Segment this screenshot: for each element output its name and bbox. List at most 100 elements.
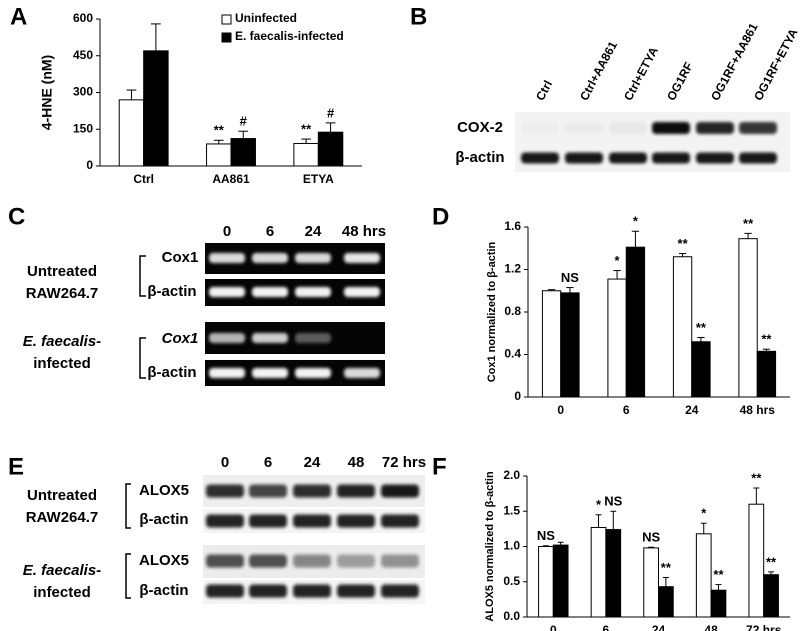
row-label: COX-2 — [457, 119, 503, 136]
lane-label: Ctrl — [533, 78, 555, 103]
bar — [748, 503, 765, 618]
blot-e: E 0 6 24 48 72 hrs Untreated RAW264.7 AL… — [8, 453, 426, 604]
lane-label: 72 hrs — [382, 454, 426, 471]
bar — [230, 138, 256, 167]
band — [337, 584, 375, 598]
row-label: β-actin — [147, 283, 196, 300]
group-label: E. faecalis- — [23, 562, 101, 579]
band — [295, 333, 331, 343]
legend-swatch — [221, 14, 232, 25]
band — [293, 584, 331, 598]
row-label: β-actin — [455, 149, 504, 166]
bar — [206, 143, 232, 167]
significance-label: ** — [301, 121, 312, 136]
band — [344, 368, 380, 378]
x-tick-label: 72 hrs — [746, 623, 782, 631]
band — [209, 333, 245, 343]
band — [252, 253, 288, 263]
significance-label: NS — [642, 530, 660, 545]
group-label: RAW264.7 — [26, 509, 99, 526]
row-label: β-actin — [139, 511, 188, 528]
y-tick-label: 450 — [73, 48, 93, 62]
bar — [643, 547, 659, 618]
group-label: RAW264.7 — [26, 285, 99, 302]
band — [206, 484, 244, 498]
panel-letter: F — [432, 453, 447, 480]
row-label: Cox1 — [162, 330, 199, 347]
y-tick-label: 0.8 — [504, 304, 521, 318]
x-tick-label: 0 — [550, 623, 557, 631]
bar — [695, 533, 712, 618]
band — [381, 514, 419, 528]
significance-label: ** — [751, 470, 762, 485]
bar — [763, 574, 779, 618]
y-tick-label: 0 — [86, 158, 93, 172]
row-label: β-actin — [147, 364, 196, 381]
y-axis-label: Cox1 normalized to β-actin — [486, 241, 498, 382]
legend-label: Uninfected — [235, 11, 297, 25]
band — [249, 484, 287, 498]
band — [565, 122, 603, 134]
band — [381, 484, 419, 498]
lane-label: OG1RF+AA861 — [708, 20, 761, 103]
y-tick-label: 1.0 — [503, 539, 520, 553]
legend-swatch — [221, 32, 232, 43]
band — [521, 152, 559, 164]
bar — [118, 99, 145, 167]
band — [249, 554, 287, 568]
lane-label: 6 — [264, 454, 272, 471]
band — [696, 122, 734, 134]
y-tick-label: 0.4 — [504, 347, 521, 361]
bar — [607, 278, 627, 398]
band — [521, 122, 559, 134]
band — [609, 122, 647, 134]
band — [252, 333, 288, 343]
band — [293, 484, 331, 498]
band — [344, 287, 380, 297]
band — [652, 152, 690, 164]
row-label: β-actin — [139, 582, 188, 599]
significance-label: ** — [766, 554, 777, 569]
bracket — [125, 553, 131, 599]
band — [295, 368, 331, 378]
panel-letter: A — [10, 3, 27, 30]
bar — [552, 544, 569, 618]
group-label: E. faecalis- — [23, 333, 101, 350]
panel-letter: C — [8, 203, 25, 230]
bar — [625, 246, 646, 398]
bracket — [139, 255, 146, 297]
band — [565, 152, 603, 164]
lane-label: 48 — [348, 454, 365, 471]
bar — [658, 586, 674, 618]
band — [206, 584, 244, 598]
blot-b: B COX-2 β-actin — [410, 3, 790, 172]
x-tick-label: Ctrl — [133, 172, 154, 186]
x-tick-label: 24 — [685, 403, 699, 417]
band — [206, 554, 244, 568]
x-tick-label: 48 — [704, 623, 718, 631]
band — [293, 554, 331, 568]
y-tick-label: 1.5 — [503, 503, 520, 517]
band — [295, 253, 331, 263]
panel-letter: D — [432, 203, 449, 230]
row-label: Cox1 — [162, 249, 199, 266]
band — [209, 368, 245, 378]
row-label: ALOX5 — [139, 482, 189, 499]
bar — [605, 529, 622, 618]
significance-label: ** — [661, 560, 672, 575]
band — [209, 253, 245, 263]
band — [295, 287, 331, 297]
lane-label: Ctrl+ETYA — [621, 44, 661, 103]
group-label: infected — [33, 584, 91, 601]
significance-label: ** — [678, 236, 689, 251]
bar — [590, 526, 607, 618]
bar — [710, 589, 727, 618]
y-axis-label: ALOX5 normalized to β-actin — [484, 471, 496, 622]
band — [337, 484, 375, 498]
y-tick-label: 0.0 — [503, 609, 520, 623]
panel-letter: B — [410, 3, 427, 30]
bar — [538, 546, 554, 618]
lane-label: 6 — [266, 223, 274, 240]
lane-label: 0 — [223, 223, 231, 240]
bar — [738, 238, 758, 398]
